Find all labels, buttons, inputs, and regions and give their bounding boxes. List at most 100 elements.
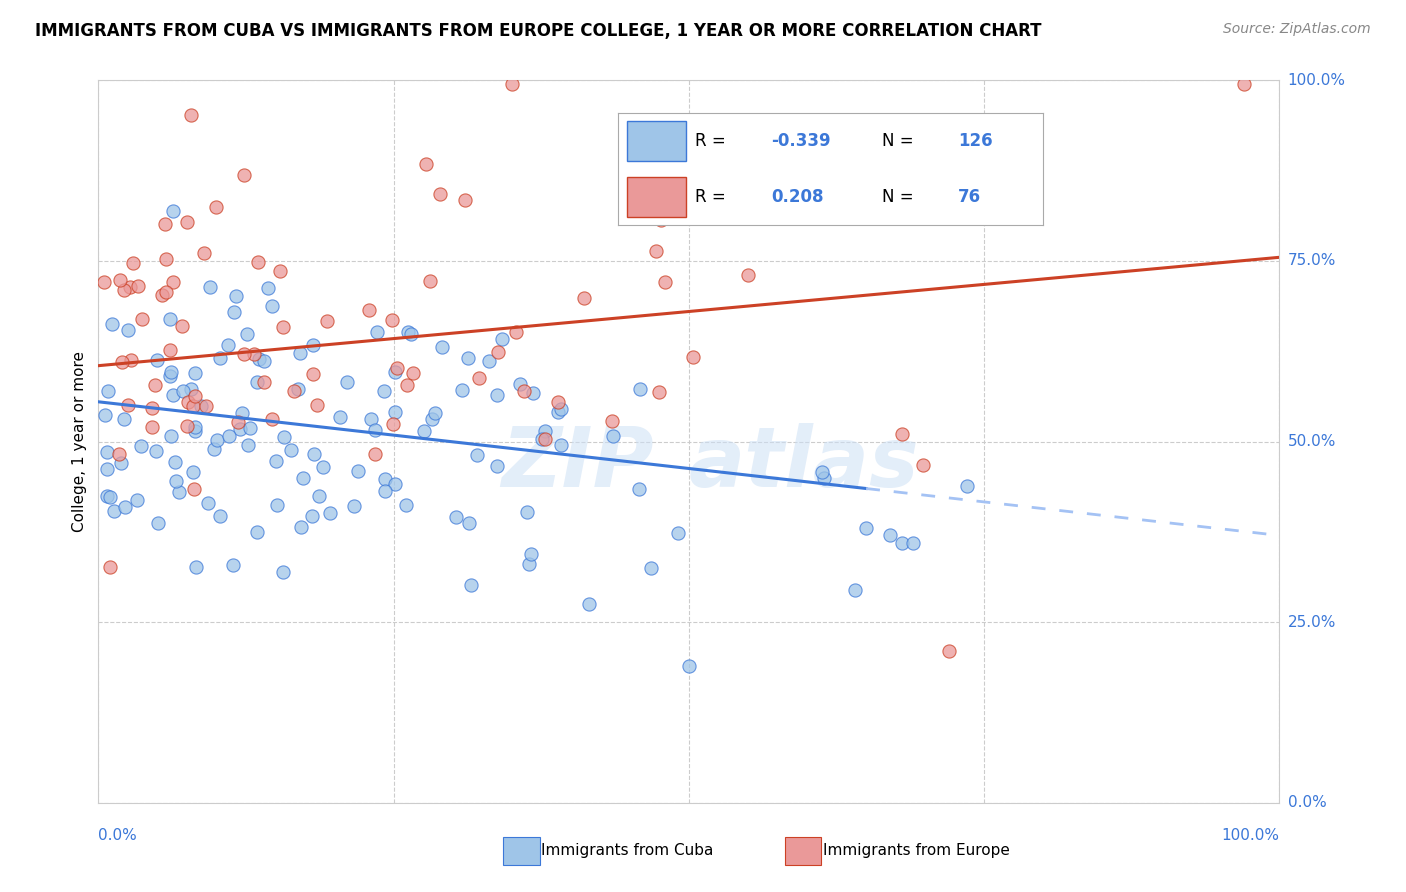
Point xyxy=(233,168,256,182)
Point xyxy=(233,347,256,361)
Point xyxy=(183,482,205,496)
Point xyxy=(283,384,305,398)
Point xyxy=(420,412,443,426)
Point xyxy=(451,384,474,398)
Point xyxy=(343,499,366,513)
Point xyxy=(666,526,689,541)
Point xyxy=(956,479,979,493)
Point xyxy=(221,558,243,573)
Point xyxy=(246,525,269,540)
Point xyxy=(373,472,395,486)
Point xyxy=(224,305,246,319)
Point xyxy=(912,458,935,473)
Point xyxy=(430,340,453,354)
Point xyxy=(141,420,163,434)
Point xyxy=(737,268,759,283)
Point xyxy=(429,186,451,201)
Point xyxy=(260,299,283,313)
Point xyxy=(172,384,194,398)
Point xyxy=(363,447,385,461)
Point xyxy=(197,496,219,510)
Point xyxy=(522,386,544,401)
Point xyxy=(1233,77,1256,91)
Point xyxy=(202,442,225,456)
Point xyxy=(359,302,381,317)
Point xyxy=(486,458,509,473)
Point xyxy=(385,361,408,376)
Point xyxy=(228,422,250,436)
Point xyxy=(467,371,489,385)
Point xyxy=(903,535,925,549)
Point xyxy=(287,382,309,396)
Point xyxy=(316,314,339,328)
Point xyxy=(879,528,901,542)
Point xyxy=(131,311,153,326)
Point xyxy=(530,432,553,446)
Point xyxy=(266,498,288,512)
Point xyxy=(384,405,406,419)
Point xyxy=(246,255,269,269)
Point xyxy=(159,365,181,379)
Point xyxy=(381,313,404,327)
Text: 100.0%: 100.0% xyxy=(1222,828,1279,843)
Point xyxy=(96,490,118,504)
Point xyxy=(292,471,315,485)
Point xyxy=(890,535,912,549)
Point xyxy=(96,462,118,476)
Point xyxy=(844,582,866,597)
Point xyxy=(413,424,436,438)
Point xyxy=(519,557,541,571)
Point xyxy=(118,279,141,293)
Point xyxy=(110,272,132,286)
Point xyxy=(181,399,204,413)
Point xyxy=(121,256,143,270)
Point xyxy=(253,354,276,368)
Point xyxy=(162,275,184,289)
Point xyxy=(205,433,228,447)
Point xyxy=(682,350,704,364)
Point xyxy=(917,150,939,164)
Point xyxy=(93,275,115,289)
Y-axis label: College, 1 year or more: College, 1 year or more xyxy=(72,351,87,532)
Point xyxy=(159,343,181,358)
Point xyxy=(165,475,187,489)
Point xyxy=(336,375,359,389)
Point xyxy=(155,285,177,300)
Point xyxy=(112,412,135,426)
Point xyxy=(301,338,323,352)
Point xyxy=(938,644,960,658)
Point xyxy=(628,382,651,396)
Point xyxy=(572,291,595,305)
Point xyxy=(485,387,508,401)
Point xyxy=(602,428,624,442)
Point xyxy=(107,447,129,461)
Point xyxy=(423,406,446,420)
Point xyxy=(290,519,312,533)
Point xyxy=(640,560,662,574)
Point xyxy=(181,465,204,479)
Point xyxy=(257,281,280,295)
Point xyxy=(110,456,132,470)
Point xyxy=(491,332,513,346)
Point xyxy=(97,384,120,398)
Point xyxy=(374,483,396,498)
Point xyxy=(384,477,406,491)
Point xyxy=(460,578,482,592)
Point xyxy=(180,382,202,396)
Point xyxy=(627,482,650,496)
Point xyxy=(253,375,276,389)
Point xyxy=(401,327,423,342)
Point xyxy=(264,453,287,467)
Point xyxy=(145,444,167,458)
Point xyxy=(98,490,121,504)
Point xyxy=(184,366,207,380)
Point xyxy=(467,448,489,462)
Point xyxy=(547,405,569,419)
Point xyxy=(813,470,835,484)
Text: 75.0%: 75.0% xyxy=(1288,253,1336,268)
Point xyxy=(678,658,700,673)
Point xyxy=(396,326,419,340)
Point xyxy=(347,465,370,479)
Point xyxy=(170,318,193,333)
Point xyxy=(454,194,477,208)
